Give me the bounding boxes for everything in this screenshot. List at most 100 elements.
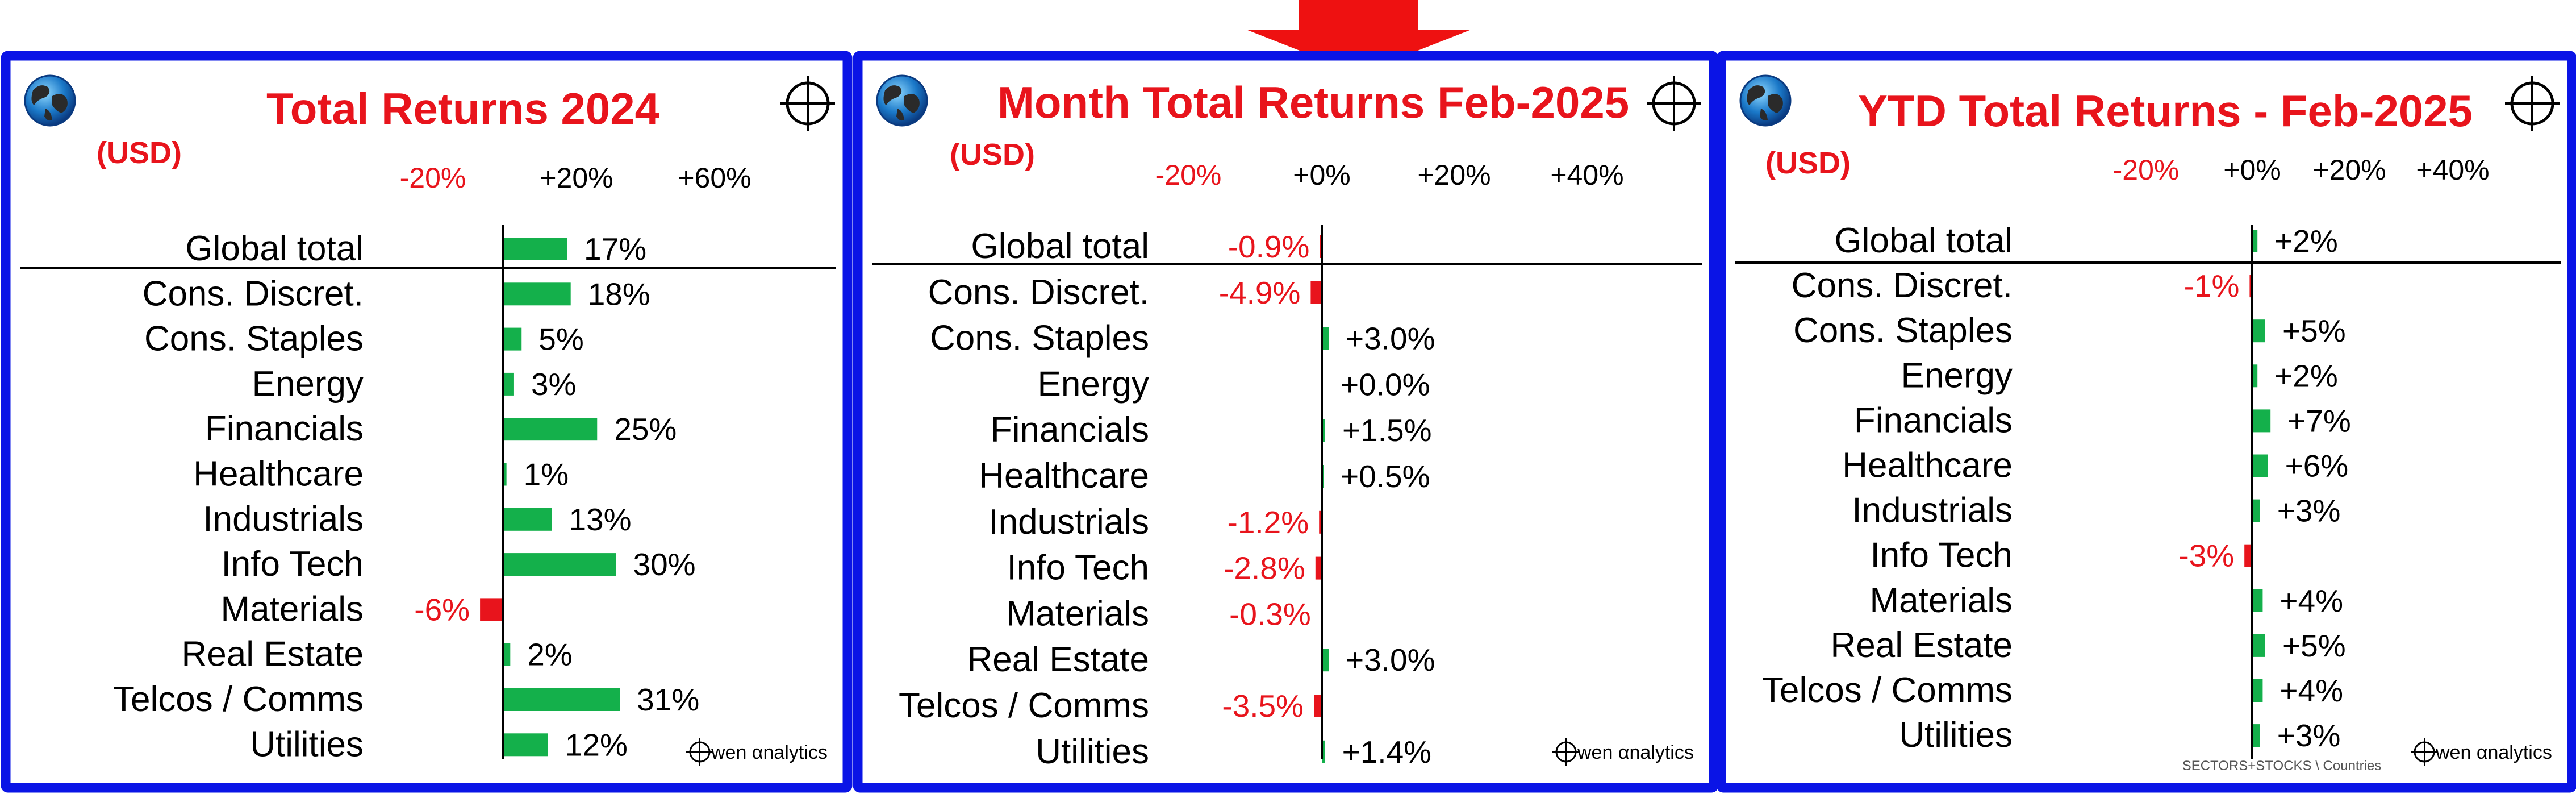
category-label: Telcos / Comms	[1762, 671, 2013, 710]
value-label: +3.0%	[1346, 642, 1435, 678]
crosshair-icon	[1647, 76, 1701, 131]
category-label: Utilities	[1036, 732, 1149, 771]
returns-panel-3: YTD Total Returns - Feb-2025(USD) -20% +0%…	[1716, 51, 2576, 793]
bar	[2244, 544, 2252, 567]
x-tick-label: +40%	[1550, 159, 1623, 191]
bar	[503, 372, 514, 396]
bar	[2252, 724, 2260, 747]
value-label: +1.5%	[1342, 413, 1431, 448]
category-label: Financials	[1854, 401, 2013, 440]
value-label: -3%	[2178, 538, 2234, 573]
value-label: 5%	[538, 322, 584, 357]
category-label: Info Tech	[1871, 536, 2013, 575]
category-label: Financials	[991, 410, 1149, 450]
value-label: 31%	[637, 682, 699, 717]
x-tick-label: +0%	[1293, 159, 1350, 191]
category-label: Energy	[1901, 356, 2013, 395]
category-label: Financials	[205, 409, 364, 448]
bar	[2252, 230, 2258, 252]
value-label: -0.9%	[1228, 229, 1310, 264]
value-label: +5%	[2282, 628, 2346, 663]
value-label: -0.3%	[1229, 596, 1311, 631]
value-label: +4%	[2279, 673, 2343, 708]
value-label: -6%	[414, 592, 470, 627]
chart-title: YTD Total Returns - Feb-2025	[1858, 86, 2473, 136]
category-label: Healthcare	[979, 456, 1149, 496]
value-label: 12%	[565, 727, 628, 762]
value-label: 3%	[531, 367, 577, 402]
logo-text: wen αnalytics	[2435, 742, 2552, 763]
category-label: Materials	[1869, 581, 2013, 620]
value-label: -2.8%	[1224, 551, 1305, 586]
category-label: Telcos / Comms	[899, 686, 1149, 725]
bar	[1322, 649, 1329, 672]
value-label: 30%	[633, 547, 696, 582]
value-label: 17%	[584, 231, 646, 267]
bar	[503, 688, 620, 711]
value-label: +4%	[2279, 583, 2343, 618]
currency-label: (USD)	[97, 136, 182, 170]
bar	[2252, 409, 2271, 433]
category-label: Utilities	[1899, 716, 2013, 755]
value-label: 1%	[524, 457, 569, 492]
value-label: 18%	[588, 276, 650, 311]
value-label: +6%	[2285, 448, 2349, 484]
owen-analytics-logo: wen αnalytics	[2411, 738, 2552, 766]
globe-icon	[1739, 74, 1792, 127]
category-label: Info Tech	[222, 545, 364, 584]
x-tick-label: +0%	[2223, 154, 2281, 186]
category-label: Cons. Staples	[144, 319, 364, 359]
bar	[503, 418, 598, 441]
owen-analytics-logo: wen αnalytics	[1552, 738, 1694, 766]
category-label: Healthcare	[193, 455, 364, 494]
bar	[1322, 419, 1325, 442]
bar	[1314, 695, 1322, 717]
panel-frame	[1716, 51, 2576, 793]
returns-panel-2: Month Total Returns Feb-2025 (USD) -20% +0%…	[853, 51, 1719, 793]
value-label: -3.5%	[1222, 688, 1304, 724]
bar	[480, 598, 503, 621]
bar	[1322, 740, 1325, 763]
category-label: Energy	[1038, 364, 1149, 404]
value-label: -4.9%	[1219, 275, 1301, 310]
bar	[503, 282, 571, 306]
x-tick-label: +20%	[540, 162, 613, 194]
bar	[2252, 679, 2263, 702]
bar	[503, 327, 522, 351]
footer-sublabel: SECTORS+STOCKS \ Countries	[2182, 758, 2382, 774]
owen-analytics-logo: wen αnalytics	[686, 738, 828, 766]
category-label: Industrials	[988, 502, 1149, 542]
value-label: +7%	[2287, 403, 2351, 438]
value-label: +3%	[2277, 718, 2341, 753]
category-label: Cons. Staples	[1793, 311, 2013, 350]
bar	[503, 508, 552, 531]
bar	[503, 733, 548, 757]
logo-text: wen αnalytics	[711, 742, 828, 763]
bar	[2252, 589, 2263, 612]
crosshair-icon	[2505, 76, 2560, 131]
category-label: Info Tech	[1007, 548, 1149, 588]
globe-icon	[24, 74, 76, 127]
bar	[1310, 281, 1322, 304]
category-label: Materials	[1006, 594, 1149, 633]
bar	[1322, 327, 1329, 350]
category-label: Global total	[185, 229, 364, 268]
value-label: +1.4%	[1342, 734, 1431, 770]
value-label: +0.5%	[1341, 459, 1430, 494]
bar	[1319, 510, 1322, 534]
chart-title: Month Total Returns Feb-2025	[997, 77, 1629, 127]
bar	[2252, 364, 2258, 388]
panel-frame	[853, 51, 1719, 793]
x-tick-label: +20%	[2312, 154, 2386, 186]
value-label: +3%	[2277, 493, 2341, 529]
x-tick-label: -20%	[400, 162, 466, 194]
bar	[1315, 556, 1322, 580]
category-label: Global total	[971, 227, 1149, 266]
chart-title: Total Returns 2024	[266, 84, 659, 134]
x-tick-label: +20%	[1417, 159, 1491, 191]
value-label: 2%	[527, 637, 573, 672]
value-label: +0.0%	[1341, 367, 1430, 402]
value-label: +3.0%	[1346, 321, 1435, 356]
globe-icon	[876, 74, 928, 127]
